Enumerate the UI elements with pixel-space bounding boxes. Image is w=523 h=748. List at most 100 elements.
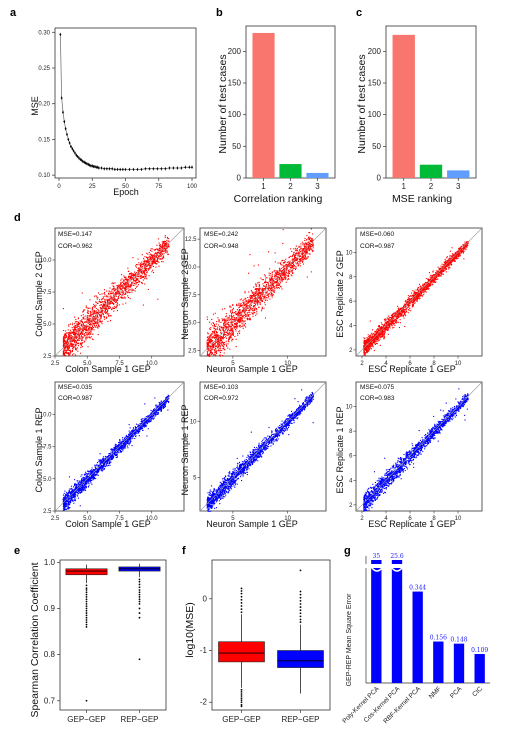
scatter-point <box>151 257 153 259</box>
scatter-point <box>145 262 147 264</box>
scatter-point <box>424 283 426 285</box>
scatter-point <box>128 289 130 291</box>
scatter-point <box>221 337 223 339</box>
scatter-point <box>93 312 95 314</box>
scatter-point <box>86 337 88 339</box>
scatter-point <box>376 334 378 336</box>
scatter-point <box>212 345 214 347</box>
scatter-point <box>271 287 273 289</box>
scatter-point <box>66 352 68 354</box>
scatter-point <box>229 334 231 336</box>
scatter-point <box>265 279 267 281</box>
scatter-point <box>74 328 76 330</box>
scatter-point <box>250 297 252 299</box>
scatter-point <box>248 272 250 274</box>
scatter-point <box>144 283 146 285</box>
scatter-point <box>147 259 149 261</box>
scatter-point <box>233 318 235 320</box>
scatter-point <box>220 326 222 328</box>
scatter-point <box>259 303 261 305</box>
scatter-point <box>279 262 281 264</box>
scatter-ytick: 12.5 <box>185 237 197 243</box>
scatter-point <box>429 276 431 278</box>
scatter-point <box>247 309 249 311</box>
scatter-point <box>282 262 284 264</box>
scatter-point <box>279 275 281 277</box>
scatter-point <box>122 292 124 294</box>
scatter-point <box>280 282 282 284</box>
scatter-point <box>208 349 210 351</box>
scatter-point <box>79 333 81 335</box>
scatter-point <box>141 276 143 278</box>
scatter-point <box>281 279 283 281</box>
scatter-point <box>85 339 87 341</box>
scatter-point <box>370 342 372 344</box>
scatter-point <box>163 244 165 246</box>
scatter-point <box>299 258 301 260</box>
scatter-point <box>232 329 234 331</box>
scatter-point <box>243 303 245 305</box>
scatter-point <box>273 280 275 282</box>
scatter-point <box>266 290 268 292</box>
scatter-point <box>92 317 94 319</box>
scatter-point <box>86 312 88 314</box>
scatter-point <box>449 262 451 264</box>
scatter-point <box>153 258 155 260</box>
scatter-point <box>135 280 137 282</box>
scatter-point <box>393 322 395 324</box>
scatter-point <box>133 280 135 282</box>
scatter-point <box>448 263 450 265</box>
scatter-point <box>89 337 91 339</box>
scatter-point <box>235 311 237 313</box>
scatter-point <box>244 313 246 315</box>
scatter-point <box>117 288 119 290</box>
scatter-point <box>245 315 247 317</box>
scatter-point <box>264 294 266 296</box>
scatter-point <box>85 329 87 331</box>
scatter-point <box>415 293 417 295</box>
scatter-point <box>257 301 259 303</box>
scatter-point <box>62 340 64 342</box>
scatter-point <box>458 253 460 255</box>
scatter-point <box>145 269 147 271</box>
scatter-point <box>156 253 158 255</box>
scatter-point <box>245 301 247 303</box>
scatter-point <box>270 285 272 287</box>
scatter-point <box>273 291 275 293</box>
scatter-point <box>239 309 241 311</box>
scatter-point <box>206 343 208 345</box>
scatter-point <box>164 236 166 238</box>
scatter-point <box>78 323 80 325</box>
scatter-point <box>276 279 278 281</box>
scatter-point <box>140 265 142 267</box>
scatter-point <box>163 250 165 252</box>
scatter-point <box>269 280 271 282</box>
scatter-point <box>224 331 226 333</box>
scatter-point <box>309 239 311 241</box>
scatter-point <box>292 258 294 260</box>
scatter-point <box>245 298 247 300</box>
scatter-point <box>140 277 142 279</box>
scatter-point <box>89 317 91 319</box>
scatter-point <box>206 340 208 342</box>
scatter-point <box>122 290 124 292</box>
scatter-point <box>112 296 114 298</box>
scatter-point <box>280 277 282 279</box>
scatter-point <box>124 288 126 290</box>
scatter-point <box>275 275 277 277</box>
scatter-point <box>115 292 117 294</box>
scatter-point <box>442 273 444 275</box>
scatter-point <box>259 297 261 299</box>
scatter-point <box>222 326 224 328</box>
scatter-point <box>86 326 88 328</box>
scatter-point <box>136 278 138 280</box>
scatter-point <box>231 329 233 331</box>
scatter-point <box>107 304 109 306</box>
scatter-point <box>161 250 163 252</box>
scatter-point <box>276 270 278 272</box>
scatter-point <box>134 273 136 275</box>
scatter-point <box>259 296 261 298</box>
scatter-point <box>259 299 261 301</box>
scatter-point <box>106 295 108 297</box>
scatter-point <box>278 274 280 276</box>
